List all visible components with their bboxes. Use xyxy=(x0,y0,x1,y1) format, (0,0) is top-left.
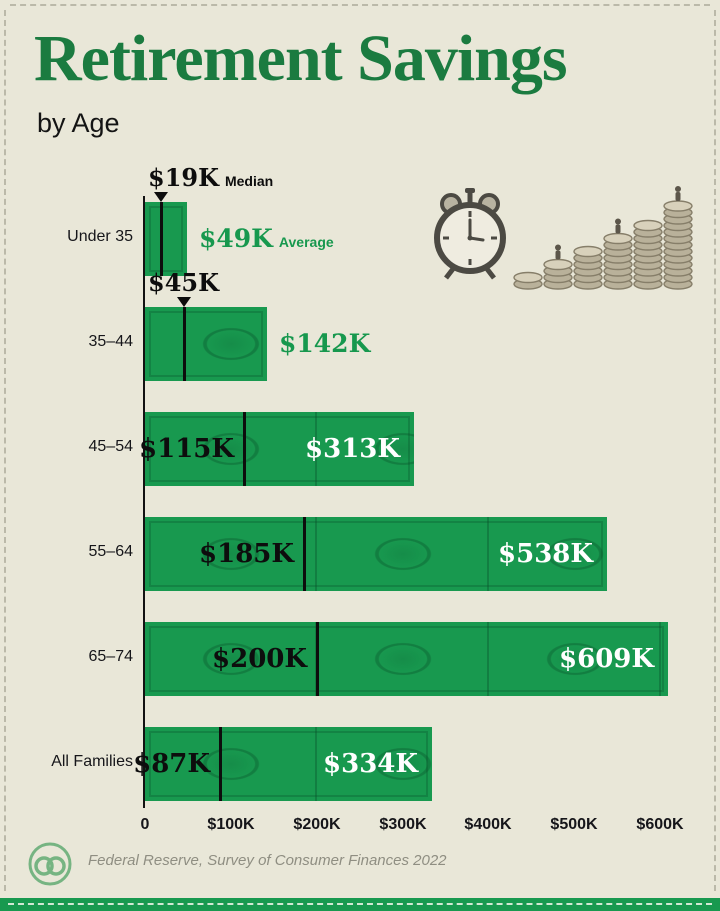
average-bar xyxy=(145,622,668,696)
x-axis-tick-label: $600K xyxy=(636,816,684,833)
average-bar xyxy=(145,307,267,381)
median-value-label: $87K xyxy=(133,749,210,779)
x-axis-tick-label: $500K xyxy=(550,816,598,833)
y-axis-line xyxy=(143,196,145,808)
median-marker-line xyxy=(219,727,222,801)
median-marker-line xyxy=(243,412,246,486)
median-marker-triangle xyxy=(177,297,191,307)
median-marker-line xyxy=(160,202,163,276)
median-marker-line xyxy=(303,517,306,591)
clock-coins-illustration xyxy=(434,186,693,290)
average-value-label: $142K xyxy=(279,329,370,359)
median-value-label: $200K xyxy=(212,644,307,674)
category-label: All Families xyxy=(51,753,133,770)
average-value: $142K xyxy=(279,329,371,358)
category-label: 55–64 xyxy=(88,543,134,560)
average-value: $49K xyxy=(199,224,273,253)
average-bar xyxy=(145,517,607,591)
coin-stacks-icon xyxy=(513,200,693,290)
average-value-label: $313K xyxy=(305,434,400,464)
x-axis-tick-label: $300K xyxy=(379,816,427,833)
median-value-label: $45K xyxy=(148,269,219,297)
median-marker-line xyxy=(183,307,186,381)
average-suffix-label: Average xyxy=(278,234,334,250)
median-value-label: $19K Median xyxy=(148,164,273,195)
median-value: $45K xyxy=(148,268,219,297)
median-value-label: $185K xyxy=(199,539,294,569)
page-title: Retirement Savings xyxy=(34,22,568,95)
category-label: 45–54 xyxy=(88,438,134,455)
median-suffix-label: Median xyxy=(224,173,274,189)
average-value-label: $538K xyxy=(498,539,593,569)
median-value: $19K xyxy=(148,163,219,192)
median-marker-triangle xyxy=(154,192,168,202)
x-axis-tick-label: $400K xyxy=(464,816,512,833)
publisher-logo xyxy=(28,842,72,886)
category-label: 65–74 xyxy=(88,648,134,665)
x-axis-tick-label: $100K xyxy=(207,816,255,833)
source-text: Federal Reserve, Survey of Consumer Fina… xyxy=(88,852,447,869)
tiny-people-icon xyxy=(555,186,681,260)
x-axis-tick-label: 0 xyxy=(140,816,150,833)
page-subtitle: by Age xyxy=(37,108,120,138)
dollar-bill-frame xyxy=(149,311,263,377)
bottom-green-band xyxy=(0,898,720,911)
average-value-label: $49K Average xyxy=(199,224,334,257)
median-marker-line xyxy=(316,622,319,696)
category-label: Under 35 xyxy=(67,228,133,245)
average-value-label: $609K xyxy=(559,644,654,674)
stitch-border-left xyxy=(4,10,6,891)
average-bar xyxy=(145,202,187,276)
stitch-border-right xyxy=(714,10,716,891)
average-value-label: $334K xyxy=(323,749,418,779)
median-value-label: $115K xyxy=(139,434,234,464)
stitch-border-top xyxy=(10,4,710,6)
dollar-bill-frame xyxy=(149,206,183,272)
x-axis-tick-label: $200K xyxy=(293,816,341,833)
category-label: 35–44 xyxy=(88,333,134,350)
alarm-clock-icon xyxy=(434,188,506,280)
